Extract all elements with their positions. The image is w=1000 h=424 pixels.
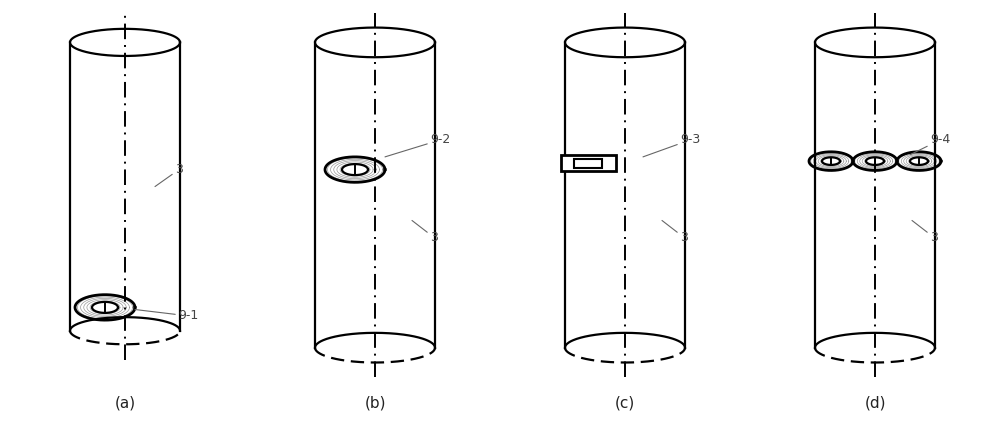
Text: 9-2: 9-2: [385, 134, 450, 157]
Text: 3: 3: [662, 220, 688, 244]
Text: (c): (c): [615, 395, 635, 410]
Text: 9-3: 9-3: [643, 134, 700, 157]
Text: (b): (b): [364, 395, 386, 410]
Bar: [574, 159, 602, 168]
Text: 3: 3: [912, 220, 938, 244]
Text: 3: 3: [412, 220, 438, 244]
Text: 9-4: 9-4: [910, 134, 950, 155]
Text: (d): (d): [864, 395, 886, 410]
Bar: [560, 155, 616, 171]
Text: (a): (a): [114, 395, 136, 410]
Text: 3: 3: [155, 163, 183, 187]
Text: 9-1: 9-1: [135, 310, 198, 322]
